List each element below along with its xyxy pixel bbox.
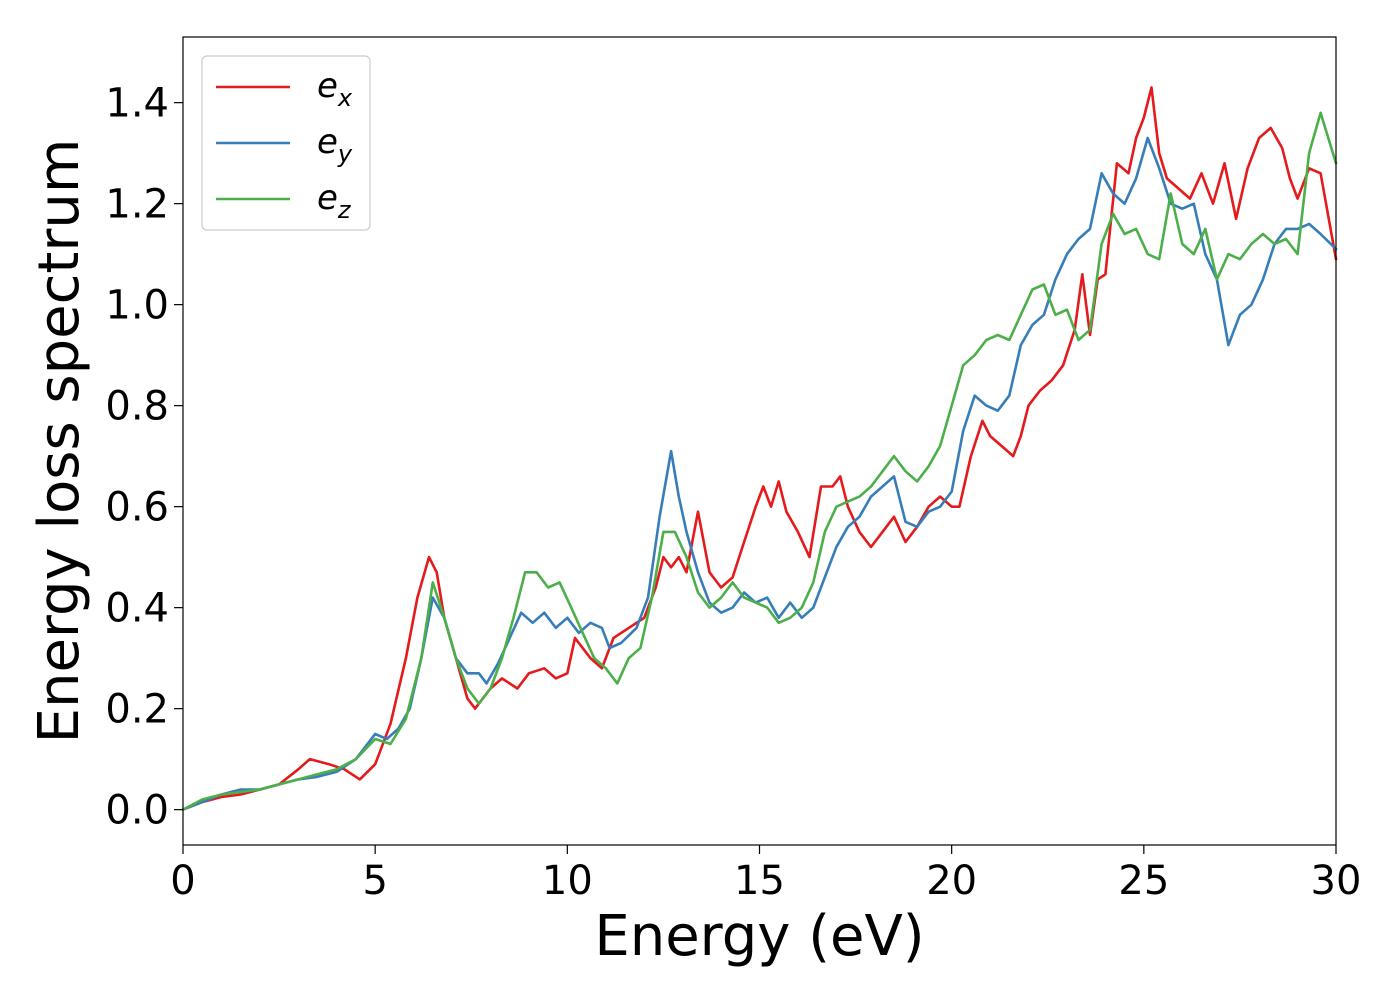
x-tick-label: 10	[542, 858, 593, 904]
x-tick-label: 30	[1311, 858, 1362, 904]
series-line-z	[181, 111, 1338, 811]
legend-label-y: ey	[317, 122, 353, 168]
y-tick-label: 0.8	[105, 384, 169, 430]
plot-background	[183, 37, 1336, 845]
y-axis-title: Energy loss spectrum	[27, 139, 92, 744]
x-tick-label: 25	[1118, 858, 1169, 904]
legend-label-x: ex	[317, 66, 353, 112]
y-tick-label: 1.4	[105, 81, 169, 127]
x-tick-label: 5	[362, 858, 387, 904]
x-axis-title: Energy (eV)	[594, 904, 924, 969]
y-axis: 0.0 0.2 0.4 0.6 0.8 1.0 1.2 1.4	[105, 81, 183, 834]
x-tick-label: 15	[734, 858, 785, 904]
x-axis: 0 5 10 15 20 25 30	[170, 845, 1361, 904]
x-tick-label: 0	[170, 858, 195, 904]
x-tick-label: 20	[926, 858, 977, 904]
y-tick-label: 0.6	[105, 485, 169, 531]
y-tick-label: 0.4	[105, 586, 169, 632]
series-layer	[181, 86, 1338, 811]
legend: ex ey ez	[201, 55, 371, 231]
series-line-y	[181, 136, 1338, 811]
y-tick-label: 0.2	[105, 687, 169, 733]
y-tick-label: 1.2	[105, 182, 169, 228]
legend-label-z: ez	[317, 178, 352, 224]
y-tick-label: 0.0	[105, 788, 169, 834]
y-tick-label: 1.0	[105, 283, 169, 329]
